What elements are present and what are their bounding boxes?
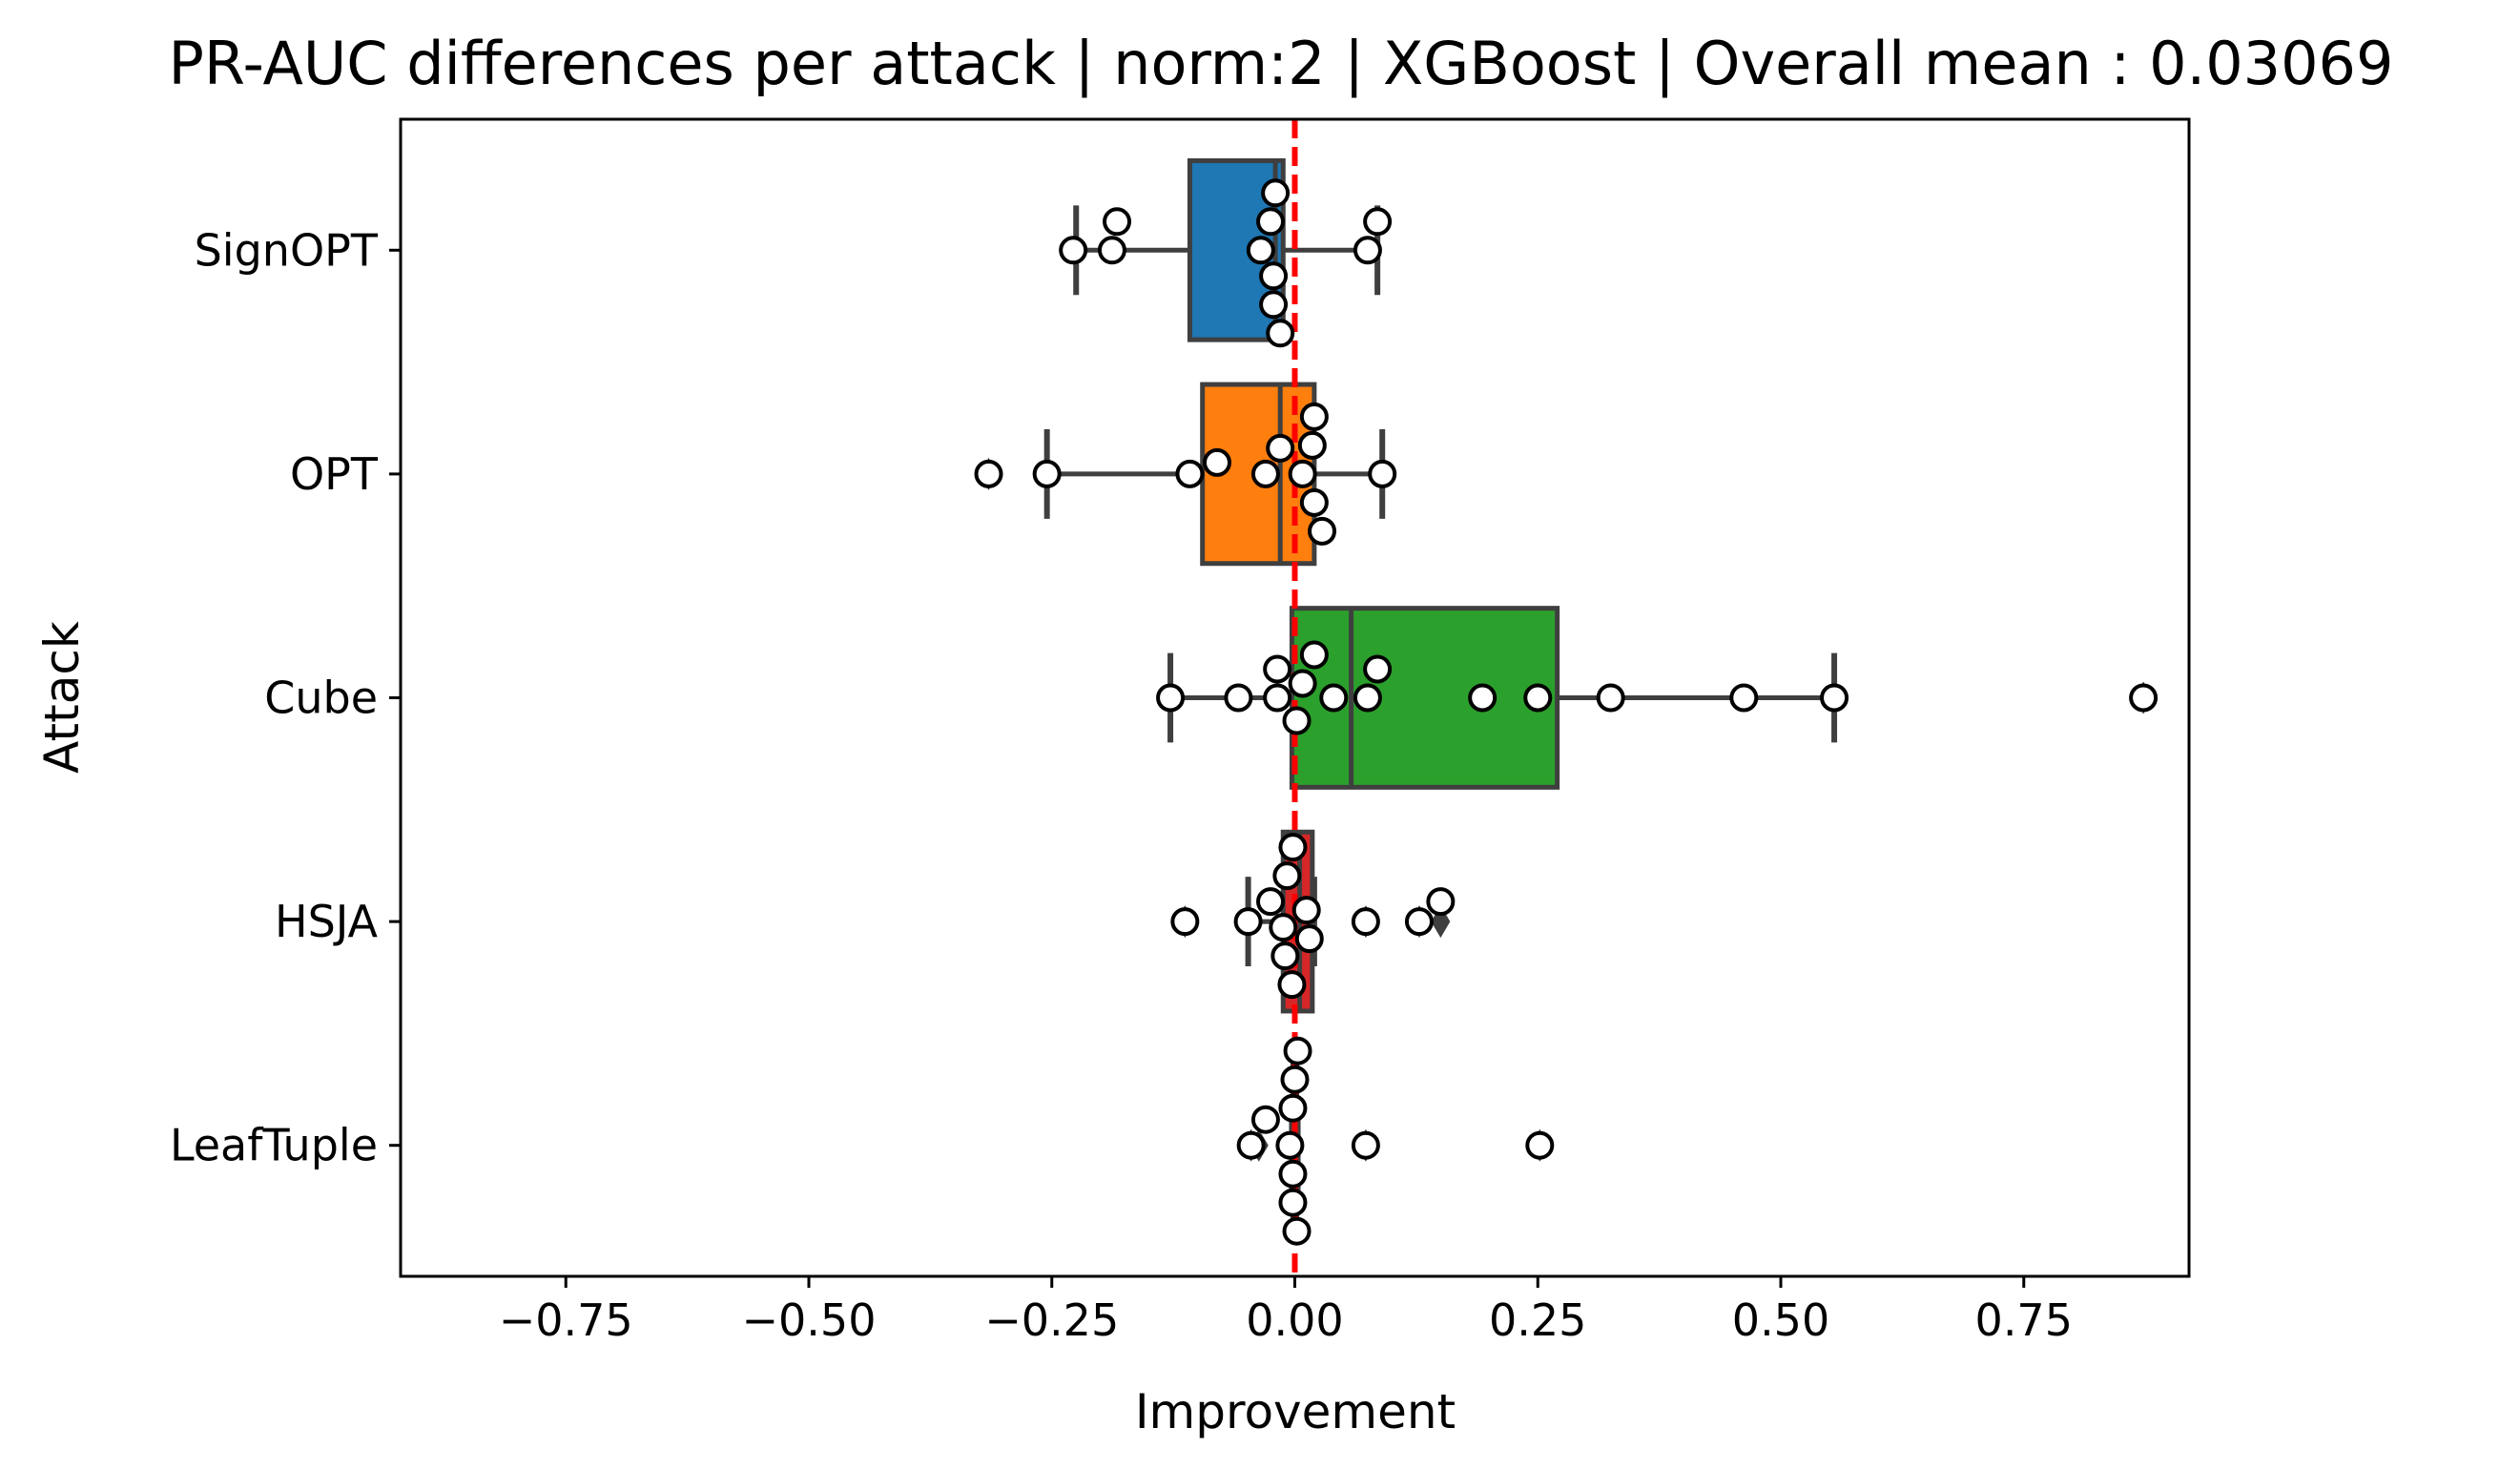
x-tick-label: −0.25 bbox=[984, 1294, 1119, 1346]
point-hsja-8 bbox=[1291, 896, 1321, 925]
point-signopt-1 bbox=[1097, 236, 1126, 265]
point-leaftuple-8 bbox=[1283, 1036, 1312, 1066]
point-leaftuple-9 bbox=[1351, 1130, 1380, 1160]
plot-area bbox=[974, 119, 2159, 1276]
point-hsja-6 bbox=[1277, 970, 1307, 1000]
point-leaftuple-2 bbox=[1275, 1130, 1305, 1160]
point-hsja-7 bbox=[1278, 833, 1308, 862]
point-opt-8 bbox=[1299, 487, 1329, 517]
point-cube-11 bbox=[1523, 683, 1553, 713]
point-cube-1 bbox=[1224, 683, 1253, 713]
point-leaftuple-7 bbox=[1282, 1216, 1312, 1246]
point-leaftuple-0 bbox=[1236, 1130, 1266, 1160]
point-signopt-8 bbox=[1266, 319, 1295, 348]
point-cube-0 bbox=[1156, 683, 1186, 713]
point-opt-1 bbox=[1032, 459, 1062, 488]
chart-title: PR-AUC differences per attack | norm:2 |… bbox=[169, 29, 2394, 99]
point-opt-3 bbox=[1202, 447, 1231, 477]
point-opt-4 bbox=[1250, 459, 1280, 488]
point-hsja-11 bbox=[1404, 907, 1434, 937]
y-axis-label: Attack bbox=[34, 621, 90, 774]
point-hsja-10 bbox=[1351, 907, 1380, 937]
point-cube-9 bbox=[1363, 654, 1393, 684]
y-tick-label-hsja: HSJA bbox=[275, 896, 379, 947]
point-leaftuple-4 bbox=[1278, 1093, 1308, 1123]
x-tick-label: −0.50 bbox=[742, 1294, 877, 1346]
point-hsja-3 bbox=[1269, 913, 1298, 942]
point-cube-6 bbox=[1299, 640, 1329, 670]
point-signopt-0 bbox=[1059, 236, 1088, 265]
point-leaftuple-3 bbox=[1278, 1159, 1308, 1189]
point-signopt-3 bbox=[1246, 236, 1275, 265]
x-tick-label: 0.75 bbox=[1975, 1294, 2073, 1346]
point-hsja-9 bbox=[1294, 924, 1324, 954]
x-axis-label: Improvement bbox=[1135, 1384, 1456, 1439]
point-cube-3 bbox=[1263, 654, 1292, 684]
point-cube-10 bbox=[1468, 683, 1498, 713]
point-signopt-5 bbox=[1259, 261, 1289, 291]
point-opt-9 bbox=[1299, 402, 1329, 431]
y-tick-label-leaftuple: LeafTuple bbox=[170, 1120, 378, 1171]
point-opt-5 bbox=[1266, 433, 1295, 463]
point-signopt-6 bbox=[1259, 290, 1289, 320]
point-opt-0 bbox=[974, 459, 1003, 488]
point-signopt-10 bbox=[1363, 207, 1393, 237]
point-signopt-9 bbox=[1353, 236, 1382, 265]
point-opt-6 bbox=[1288, 459, 1317, 488]
point-cube-8 bbox=[1353, 683, 1382, 713]
point-cube-14 bbox=[1820, 683, 1849, 713]
y-tick-label-opt: OPT bbox=[290, 448, 379, 500]
point-hsja-0 bbox=[1170, 907, 1200, 937]
point-cube-4 bbox=[1282, 706, 1312, 735]
x-tick-label: 0.50 bbox=[1732, 1294, 1829, 1346]
point-cube-2 bbox=[1263, 683, 1292, 713]
axis-ticks: −0.75 −0.50 −0.25 0.00 0.25 0.50 0.75 SignOPT OP… bbox=[170, 224, 2073, 1346]
point-hsja-2 bbox=[1256, 887, 1286, 917]
point-cube-5 bbox=[1288, 669, 1317, 698]
y-tick-label-signopt: SignOPT bbox=[195, 224, 379, 276]
point-opt-10 bbox=[1308, 516, 1337, 546]
point-leaftuple-6 bbox=[1280, 1065, 1310, 1094]
x-tick-label: 0.25 bbox=[1489, 1294, 1586, 1346]
y-tick-label-cube: Cube bbox=[264, 672, 378, 724]
point-cube-7 bbox=[1319, 683, 1349, 713]
point-hsja-5 bbox=[1272, 861, 1302, 891]
point-hsja-1 bbox=[1233, 907, 1263, 937]
point-cube-13 bbox=[1729, 683, 1759, 713]
point-opt-2 bbox=[1175, 459, 1205, 488]
point-leaftuple-1 bbox=[1250, 1105, 1280, 1134]
point-cube-15 bbox=[2129, 683, 2159, 713]
point-leaftuple-5 bbox=[1278, 1188, 1308, 1217]
point-hsja-4 bbox=[1270, 941, 1300, 971]
point-leaftuple-10 bbox=[1525, 1130, 1555, 1160]
x-tick-label: −0.75 bbox=[499, 1294, 633, 1346]
point-opt-11 bbox=[1368, 459, 1397, 488]
point-opt-7 bbox=[1297, 430, 1327, 460]
x-tick-label: 0.00 bbox=[1246, 1294, 1343, 1346]
point-signopt-7 bbox=[1261, 178, 1291, 208]
point-signopt-2 bbox=[1103, 207, 1132, 237]
point-cube-12 bbox=[1596, 683, 1625, 713]
point-signopt-4 bbox=[1256, 207, 1286, 237]
point-hsja-12 bbox=[1426, 887, 1456, 917]
